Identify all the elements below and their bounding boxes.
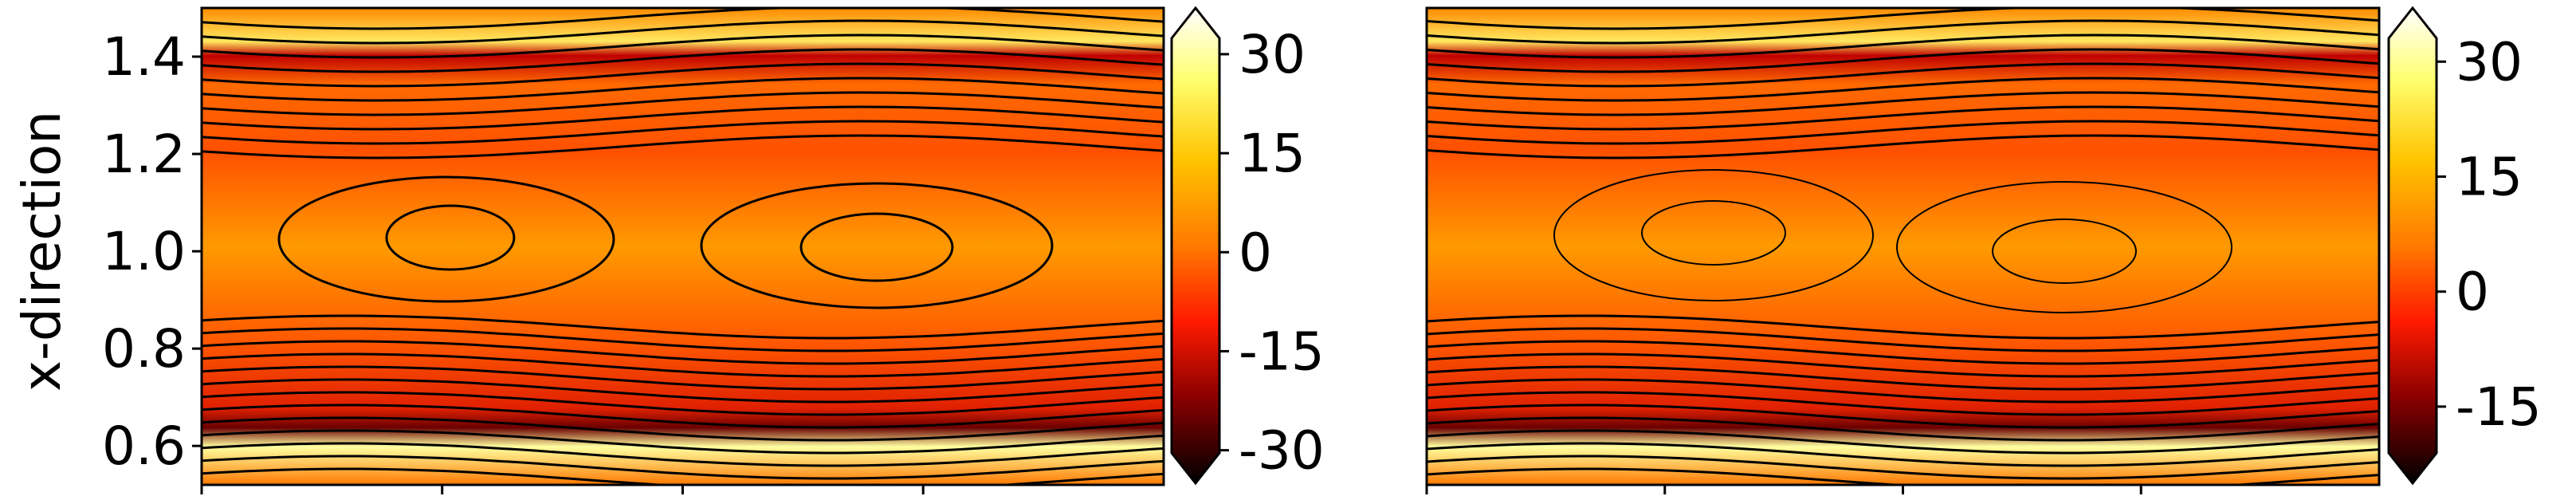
left-streamlines [202,8,1164,485]
streamline [1427,378,2379,404]
streamline [1427,48,2379,73]
left-x-axis [200,485,925,494]
colorbar-tick-label: -30 [1239,420,1325,482]
streamline [1427,105,2379,131]
y-tick-label: 0.6 [102,415,186,477]
streamline [1427,391,2379,416]
streamline [202,340,1164,365]
streamline [202,455,1164,480]
streamline [1427,91,2379,116]
colorbar-tick-label: 0 [1239,222,1272,283]
streamline [1427,33,2379,59]
streamline [202,19,1164,45]
streamline [1427,62,2379,88]
streamline [1427,467,2379,485]
streamline [1427,429,2379,455]
streamline [202,404,1164,429]
streamline [1427,77,2379,102]
streamline [1427,416,2379,442]
right-vortex-1 [1553,169,1874,301]
right-heatmap [1427,8,2379,485]
streamline [202,391,1164,416]
left-colorbar-bar [1170,6,1221,486]
y-tick-label: 1.0 [102,221,186,282]
left-vortex-1-outer [277,175,615,303]
colorbar-tick-label: 30 [1239,24,1306,85]
right-vortex-1-inner [1641,200,1786,266]
colorbar-tick-label: -15 [1239,321,1325,382]
colorbar-tick-label: 15 [2456,146,2523,207]
streamline [202,327,1164,352]
left-panel: 0.6 0.8 1.0 1.2 1.4 x-direction [11,6,1165,494]
right-x-axis [1425,485,2142,494]
right-streamlines [1427,8,2379,485]
streamline [202,134,1164,159]
right-colorbar-bar [2387,6,2438,486]
y-tick-label: 1.4 [102,26,186,88]
streamline [202,314,1164,340]
left-vortex-1-inner [385,204,516,271]
streamline [202,467,1164,485]
streamline [202,442,1164,467]
streamline [1427,327,2379,352]
y-tick-label: 1.2 [102,124,186,185]
streamline [202,416,1164,442]
right-vortex-2-inner [1992,219,2137,284]
left-vortex-2-outer [700,182,1054,309]
left-heatmap [202,8,1164,485]
streamline [202,365,1164,391]
streamline [1427,134,2379,159]
left-vortex-2-inner [799,212,954,282]
streamline [1427,19,2379,45]
streamline [1427,314,2379,340]
streamline [1427,120,2379,145]
streamline [202,352,1164,378]
streamline [202,77,1164,102]
right-panel [1425,6,2381,494]
streamline [1427,340,2379,365]
streamline [202,105,1164,131]
left-colorbar: 30 15 0 -15 -30 [1170,6,1325,486]
streamline [202,429,1164,455]
streamline [202,8,1164,30]
streamline [202,33,1164,59]
streamline [202,91,1164,116]
colorbar-tick-label: 15 [1239,123,1306,184]
streamline [202,120,1164,145]
streamline [1427,442,2379,467]
colorbar-tick-label: -15 [2456,376,2542,438]
y-axis-label: x-direction [11,111,73,392]
streamline [202,378,1164,404]
streamline [202,62,1164,88]
left-y-axis: 0.6 0.8 1.0 1.2 1.4 [102,26,202,477]
right-colorbar: 30 15 0 -15 [2387,6,2542,486]
streamline [1427,455,2379,480]
streamline [1427,365,2379,391]
colorbar-tick-label: 0 [2456,262,2489,323]
right-vortex-2 [1896,181,2232,313]
streamline [1427,404,2379,429]
colorbar-tick-label: 30 [2456,31,2523,93]
streamline [1427,8,2379,30]
y-tick-label: 0.8 [102,318,186,380]
streamline [1427,352,2379,378]
streamline [202,48,1164,73]
